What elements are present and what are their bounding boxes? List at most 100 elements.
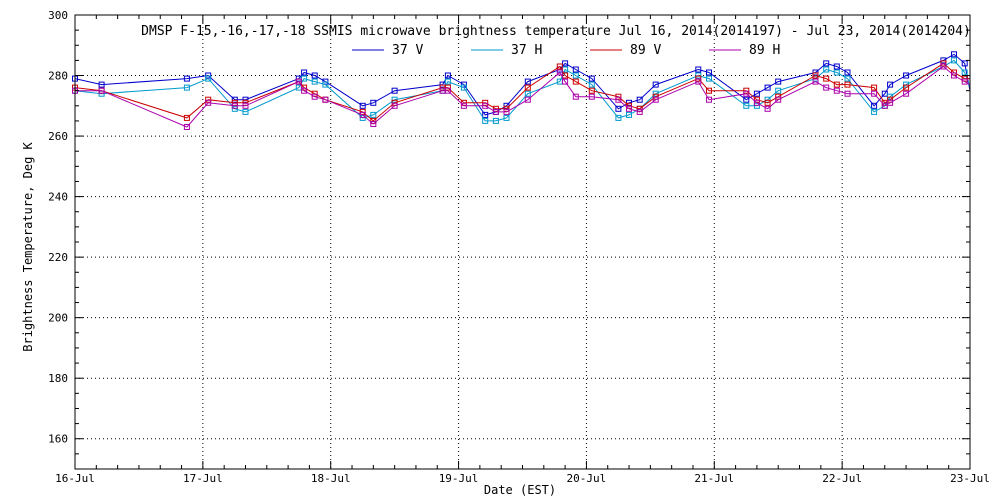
- data-point: [231, 102, 238, 109]
- legend-label: 89 V: [630, 43, 661, 58]
- data-point: [482, 111, 489, 118]
- data-point: [887, 96, 894, 103]
- x-tick-label: 19-Jul: [439, 472, 479, 485]
- data-point: [562, 60, 569, 67]
- data-point: [753, 99, 760, 106]
- data-point: [887, 99, 894, 106]
- data-point: [615, 114, 622, 121]
- x-tick-label: 16-Jul: [55, 472, 95, 485]
- x-tick-label: 21-Jul: [694, 472, 734, 485]
- data-point: [503, 105, 510, 112]
- data-point: [636, 108, 643, 115]
- data-point: [311, 72, 318, 79]
- data-point: [833, 81, 840, 88]
- data-point: [370, 99, 377, 106]
- data-point: [556, 63, 563, 70]
- chart-title: DMSP F-15,-16,-17,-18 SSMIS microwave br…: [141, 24, 971, 39]
- y-tick-label: 180: [48, 372, 68, 385]
- data-point: [503, 114, 510, 121]
- data-point: [615, 105, 622, 112]
- data-point: [444, 72, 451, 79]
- data-point: [823, 60, 830, 67]
- data-point: [98, 87, 105, 94]
- data-point: [940, 63, 947, 70]
- data-point: [482, 117, 489, 124]
- data-point: [242, 96, 249, 103]
- data-point: [951, 51, 957, 58]
- x-tick-label: 18-Jul: [311, 472, 351, 485]
- series-line: [74, 62, 970, 122]
- data-point: [951, 72, 957, 79]
- data-point: [322, 96, 329, 103]
- data-point: [961, 69, 968, 76]
- data-point: [706, 69, 712, 76]
- grid: [75, 15, 970, 469]
- data-point: [764, 96, 771, 103]
- data-point: [833, 69, 840, 76]
- data-point: [871, 108, 878, 115]
- data-point: [903, 72, 910, 79]
- data-point: [764, 84, 771, 91]
- data-point: [524, 96, 531, 103]
- data-point: [572, 72, 579, 79]
- data-point: [322, 81, 329, 88]
- legend-label: 37 V: [392, 43, 423, 58]
- data-point: [951, 57, 957, 64]
- series-37-v: [72, 51, 971, 118]
- data-point: [588, 81, 595, 88]
- data-point: [887, 81, 894, 88]
- x-axis: 16-Jul 17-Jul 18-Jul 19-Jul 20-Jul 21-Jul 22-J…: [55, 15, 990, 485]
- data-point: [391, 87, 398, 94]
- data-point: [764, 105, 771, 112]
- data-point: [871, 90, 878, 97]
- data-point: [652, 96, 659, 103]
- data-point: [961, 78, 968, 85]
- series-line: [75, 65, 971, 128]
- x-tick-label: 20-Jul: [567, 472, 607, 485]
- data-point: [301, 69, 308, 76]
- legend-item: 37 V: [352, 43, 423, 58]
- data-point: [503, 108, 510, 115]
- data-point: [460, 102, 467, 109]
- y-axis-label: Brightness Temperature, Deg K: [21, 141, 35, 351]
- data-point: [482, 102, 489, 109]
- data-point: [295, 78, 302, 85]
- legend-item: 89 H: [709, 43, 780, 58]
- data-point: [695, 72, 702, 79]
- legend-label: 37 H: [511, 43, 542, 58]
- data-point: [183, 114, 190, 121]
- data-point: [572, 78, 579, 85]
- data-point: [359, 111, 366, 118]
- data-point: [492, 105, 499, 112]
- data-point: [391, 102, 398, 109]
- x-tick-label: 23-Jul: [950, 472, 990, 485]
- series-line: [74, 59, 971, 122]
- legend-label: 89 H: [749, 43, 780, 58]
- data-point: [706, 87, 712, 94]
- data-point: [311, 93, 318, 100]
- data-point: [301, 87, 308, 94]
- data-point: [615, 96, 622, 103]
- data-point: [370, 121, 377, 127]
- data-point: [205, 99, 212, 106]
- data-point: [524, 84, 531, 91]
- data-point: [492, 117, 499, 124]
- data-point: [636, 96, 643, 103]
- data-point: [833, 63, 840, 70]
- data-point: [524, 90, 531, 97]
- y-tick-label: 260: [48, 130, 68, 143]
- data-point: [626, 111, 632, 118]
- data-point: [706, 96, 712, 103]
- data-point: [460, 84, 467, 91]
- y-tick-label: 220: [48, 251, 68, 264]
- data-point: [695, 66, 702, 73]
- data-point: [444, 78, 451, 85]
- data-point: [823, 66, 830, 73]
- plot-frame: [74, 14, 971, 470]
- data-point: [871, 102, 878, 109]
- data-point: [812, 78, 819, 85]
- data-point: [359, 102, 366, 109]
- y-tick-label: 300: [48, 9, 68, 22]
- data-point: [391, 96, 398, 103]
